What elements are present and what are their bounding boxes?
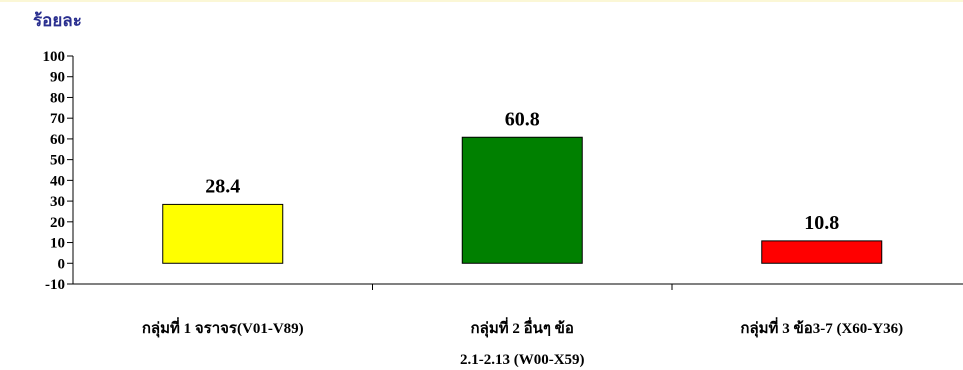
x-category-label: 2.1-2.13 (W00-X59)	[460, 352, 585, 368]
bar-value-label: 10.8	[804, 212, 839, 234]
top-strip	[0, 0, 963, 2]
bar	[761, 240, 883, 264]
y-unit-label: ร้อยละ	[33, 11, 82, 31]
y-tick-label: 100	[43, 49, 66, 65]
bar	[162, 203, 284, 264]
y-tick-label: 20	[50, 215, 65, 231]
y-tick-label: -10	[45, 277, 65, 293]
bar-value-label: 28.4	[205, 175, 240, 197]
y-tick-label: 0	[58, 256, 66, 272]
x-category-label: กลุ่มที่ 1 จราจร(V01-V89)	[142, 317, 304, 338]
y-tick-label: 60	[50, 132, 65, 148]
y-tick-label: 70	[50, 111, 65, 127]
x-category-label: กลุ่มที่ 2 อื่นๆ ข้อ	[471, 317, 574, 338]
y-tick-label: 80	[50, 90, 65, 106]
bar-value-label: 60.8	[505, 108, 540, 130]
y-tick-label: 10	[50, 236, 65, 252]
y-tick-label: 40	[50, 173, 65, 189]
y-tick-label: 30	[50, 194, 65, 210]
y-tick-label: 50	[50, 153, 65, 169]
y-tick-label: 90	[50, 70, 65, 86]
x-category-label: กลุ่มที่ 3 ข้อ3-7 (X60-Y36)	[740, 317, 903, 338]
bar	[461, 136, 583, 264]
